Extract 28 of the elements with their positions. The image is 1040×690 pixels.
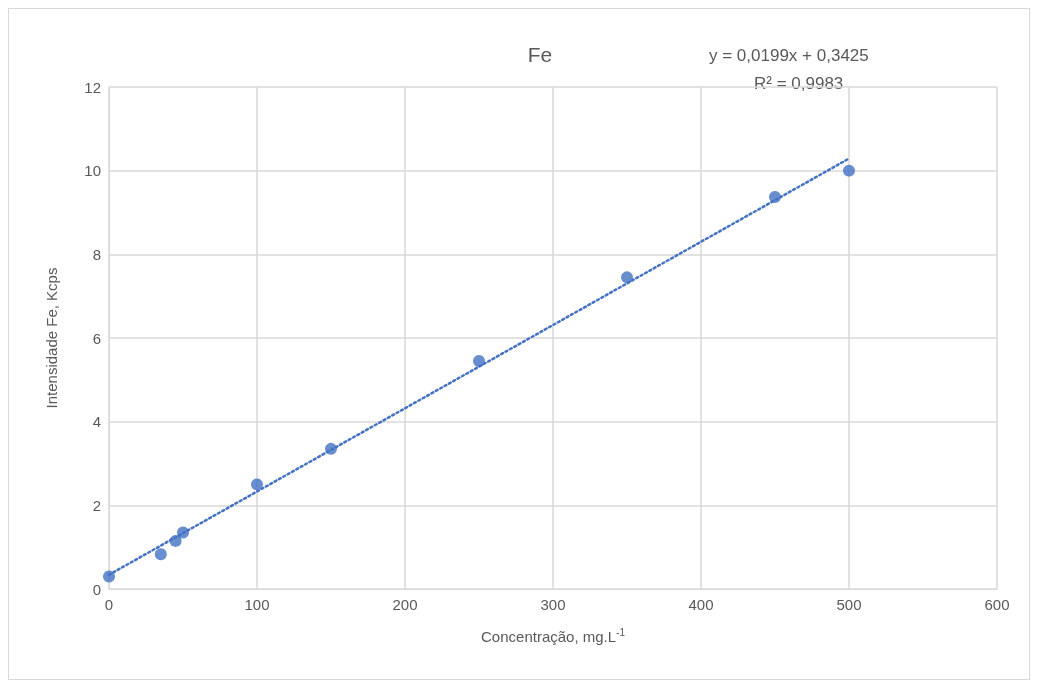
point <box>154 548 167 561</box>
text: y = 0,0199x + 0,3425 <box>709 46 869 65</box>
x-tick-label: 500 <box>836 596 862 613</box>
y-tick-label: 6 <box>92 329 101 347</box>
y-axis-title: Intensidade Fe, Kcps <box>43 267 60 409</box>
y-tick-label: 2 <box>92 496 101 514</box>
annotation: R² = 0,9983 <box>754 74 844 93</box>
x-tick-label: 400 <box>688 596 714 613</box>
point <box>621 271 633 284</box>
point <box>473 355 485 367</box>
point <box>251 478 263 491</box>
y-tick-label: 8 <box>92 245 101 263</box>
x-tick-label: 200 <box>392 596 418 613</box>
point <box>843 164 855 177</box>
x-tick-label: 100 <box>244 596 270 613</box>
chart-title: Fe <box>527 43 553 66</box>
y-tick-label: 10 <box>84 162 101 180</box>
y-tick-label: 0 <box>92 580 101 598</box>
y-tick-label: 12 <box>84 78 101 96</box>
point <box>103 570 115 583</box>
point <box>325 442 337 455</box>
point <box>769 191 781 204</box>
x-tick-label: 600 <box>984 596 1010 613</box>
x-tick-label: 300 <box>540 596 566 613</box>
x-tick-label: 0 <box>104 596 114 613</box>
y-tick-label: 4 <box>92 413 101 431</box>
point <box>177 526 189 539</box>
point <box>169 534 182 547</box>
